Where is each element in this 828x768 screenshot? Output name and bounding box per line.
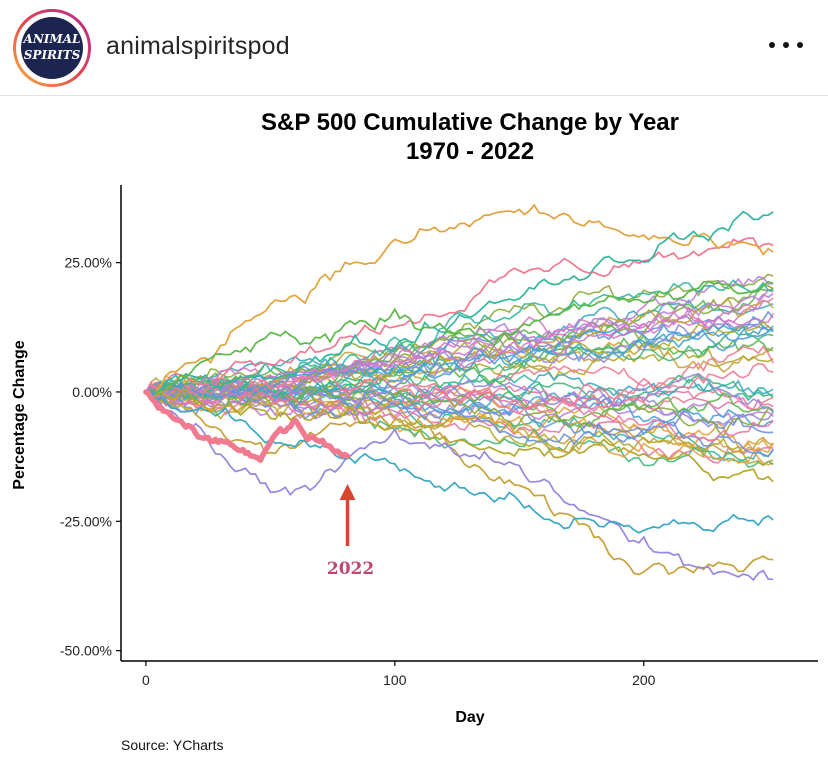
series-line-2022: [143, 389, 351, 463]
series-line-key: [145, 385, 774, 582]
chart-title: S&P 500 Cumulative Change by Year: [261, 109, 679, 136]
x-tick-label: 100: [383, 672, 407, 688]
more-horizontal-icon[interactable]: [766, 32, 806, 56]
x-tick-label: 0: [142, 672, 150, 688]
series-line: [145, 288, 774, 395]
avatar[interactable]: ANIMAL SPIRITS: [13, 9, 91, 87]
series-line: [145, 382, 774, 458]
annotation-label-2022: 2022: [327, 559, 374, 579]
y-tick-label: -25.00%: [60, 513, 112, 529]
series-line: [145, 297, 774, 402]
series-line-key: [145, 210, 774, 395]
series-line-key: [145, 237, 774, 393]
y-tick-label: -50.00%: [60, 643, 112, 659]
series-line: [145, 379, 774, 467]
x-tick-label: 200: [632, 672, 656, 688]
chart-svg: S&P 500 Cumulative Change by Year 1970 -…: [11, 109, 818, 753]
series-line: [145, 380, 774, 442]
series-line: [145, 362, 774, 415]
avatar-text-line1: ANIMAL: [23, 32, 81, 46]
annotation: 2022: [327, 484, 374, 579]
chart: S&P 500 Cumulative Change by Year 1970 -…: [0, 97, 828, 768]
series-line-key: [145, 280, 774, 397]
series-lines: [145, 203, 774, 582]
series-line-key: [145, 388, 774, 483]
series-line: [145, 372, 774, 418]
avatar-text-line2: SPIRITS: [24, 48, 81, 62]
series-line: [145, 334, 774, 405]
series-line-key: [145, 389, 774, 534]
annotation-arrowhead: [339, 484, 356, 501]
y-tick-label: 25.00%: [65, 255, 112, 271]
y-tick-label: 0.00%: [72, 384, 112, 400]
animal-spirits-logo-icon: ANIMAL SPIRITS: [13, 9, 91, 87]
axes: 25.00% 0.00% -25.00% -50.00% 0 100 200: [60, 185, 818, 688]
x-axis-label: Day: [455, 709, 484, 726]
series-line: [145, 323, 774, 402]
username[interactable]: animalspiritspod: [106, 32, 290, 60]
y-axis-label: Percentage Change: [11, 340, 28, 489]
chart-subtitle: 1970 - 2022: [406, 138, 534, 165]
source-note: Source: YCharts: [121, 737, 223, 753]
post-header: ANIMAL SPIRITS animalspiritspod: [0, 0, 828, 96]
highlight-series: [143, 389, 351, 463]
